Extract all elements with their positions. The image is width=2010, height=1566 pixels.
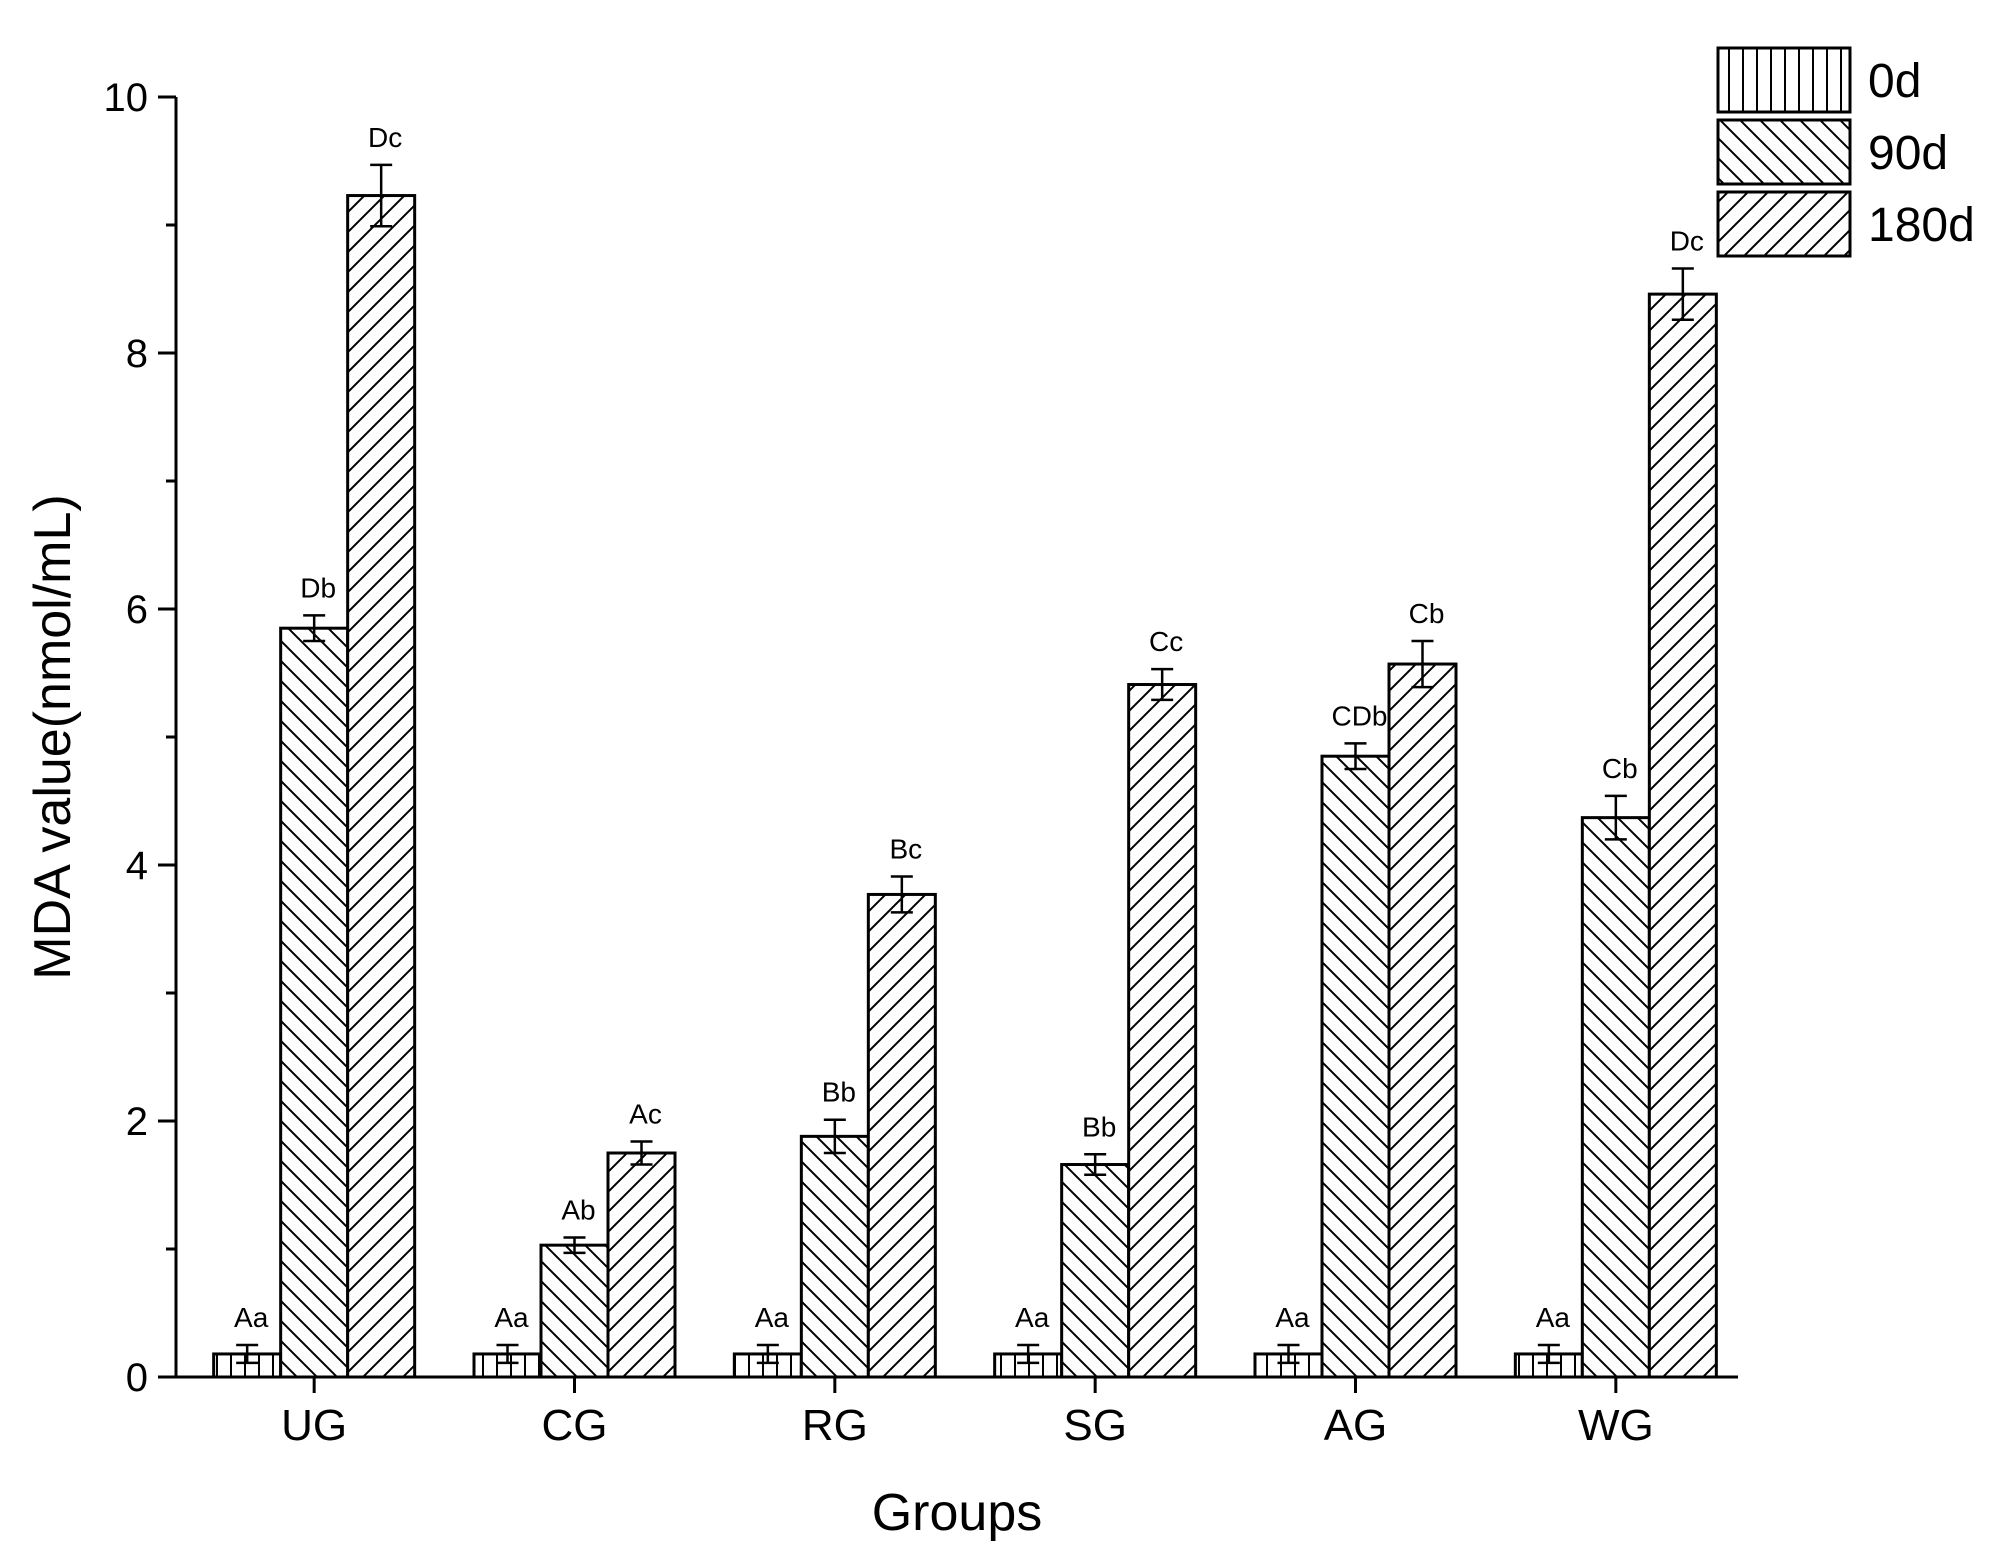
significance-label: Aa	[1536, 1302, 1571, 1333]
significance-label: Aa	[1015, 1302, 1050, 1333]
significance-label: Bb	[822, 1077, 856, 1108]
y-tick-label: 8	[126, 332, 148, 376]
bar	[606, 1151, 677, 1379]
legend: 0d 90d 180d	[1716, 46, 1975, 258]
bar	[866, 892, 937, 1379]
bar	[539, 1243, 610, 1379]
significance-label: Cb	[1409, 598, 1445, 629]
bar	[1320, 754, 1391, 1379]
significance-label: Ab	[561, 1194, 595, 1225]
y-axis-title: MDA value(nmol/mL)	[24, 494, 82, 979]
bar	[1127, 683, 1198, 1379]
bar	[346, 194, 417, 1379]
significance-label: Aa	[755, 1302, 790, 1333]
y-tick-label: 4	[126, 844, 148, 888]
significance-label: CDb	[1331, 700, 1387, 731]
significance-labels-layer: Aa Db Dc Aa Ab Ac Aa Bb Bc Aa Bb Cc Aa CDb Cb Aa Cb Dc	[234, 122, 1704, 1333]
legend-swatch	[1716, 46, 1852, 114]
error-bars-layer	[236, 163, 1694, 1365]
bar	[1647, 292, 1718, 1379]
significance-label: Cb	[1602, 753, 1638, 784]
bar	[1580, 816, 1651, 1379]
legend-label: 180d	[1868, 199, 1975, 252]
bar	[799, 1134, 870, 1379]
bar	[1387, 662, 1458, 1379]
y-tick-label: 2	[126, 1100, 148, 1144]
bar	[1060, 1163, 1131, 1379]
y-tick-label: 10	[104, 76, 149, 120]
significance-label: Db	[300, 572, 336, 603]
significance-label: Aa	[234, 1302, 269, 1333]
x-tick-label: AG	[1324, 1401, 1388, 1450]
x-tick-label: UG	[281, 1401, 347, 1450]
legend-label: 90d	[1868, 127, 1948, 180]
significance-label: Dc	[368, 122, 402, 153]
legend-swatch	[1716, 118, 1852, 186]
bars-layer	[212, 194, 1718, 1379]
significance-label: Aa	[1275, 1302, 1310, 1333]
bar	[279, 626, 350, 1379]
x-axis-title: Groups	[872, 1484, 1043, 1542]
x-tick-label: CG	[542, 1401, 608, 1450]
significance-label: Bb	[1082, 1111, 1116, 1142]
significance-label: Ac	[629, 1098, 662, 1129]
significance-label: Bc	[889, 834, 922, 865]
significance-label: Aa	[494, 1302, 529, 1333]
legend-label: 0d	[1868, 55, 1921, 108]
significance-label: Cc	[1149, 626, 1183, 657]
legend-swatch	[1716, 190, 1852, 258]
y-tick-label: 0	[126, 1356, 148, 1400]
x-tick-label: WG	[1578, 1401, 1654, 1450]
significance-label: Dc	[1670, 226, 1704, 257]
y-tick-label: 6	[126, 588, 148, 632]
x-axis-category-labels: UG CG RG SG AG WG	[281, 1377, 1654, 1450]
y-axis-ticks: 0 2 4 6 8 10	[104, 76, 176, 1400]
x-tick-label: RG	[802, 1401, 868, 1450]
x-tick-label: SG	[1063, 1401, 1127, 1450]
